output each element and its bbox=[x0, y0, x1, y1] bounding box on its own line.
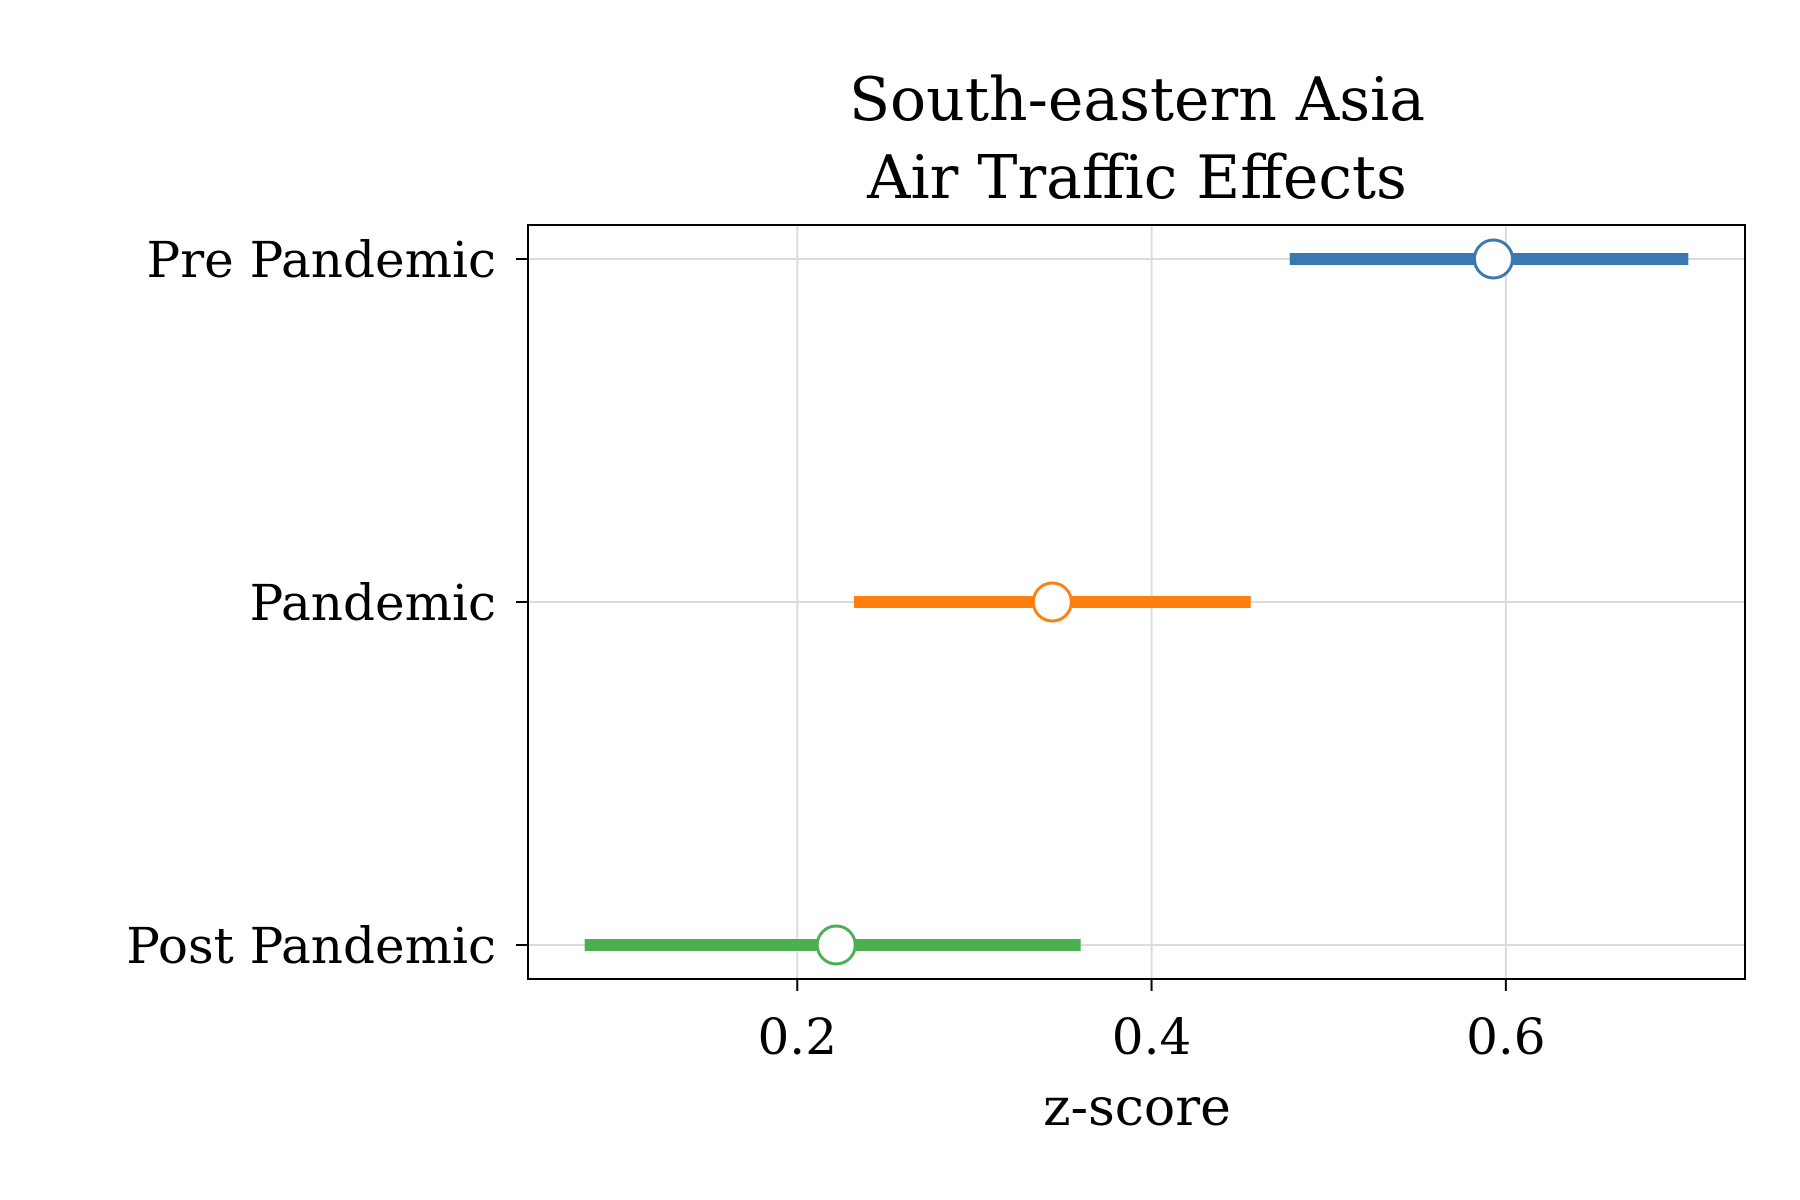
estimate-marker bbox=[1031, 581, 1073, 623]
y-axis-ticks: Pre Pandemic Pandemic Post Pandemic bbox=[126, 231, 528, 975]
chart-title-line-1: South-eastern Asia bbox=[849, 65, 1425, 135]
estimate-marker bbox=[1472, 238, 1514, 280]
estimate-markers bbox=[815, 238, 1514, 966]
y-tick-label: Post Pandemic bbox=[126, 917, 496, 975]
x-axis-label: z-score bbox=[1043, 1078, 1231, 1138]
y-tick-label: Pre Pandemic bbox=[147, 231, 496, 289]
x-tick-label: 0.6 bbox=[1466, 1008, 1546, 1066]
x-tick-label: 0.4 bbox=[1112, 1008, 1192, 1066]
x-tick-label: 0.2 bbox=[757, 1008, 837, 1066]
x-axis-ticks: 0.2 0.4 0.6 bbox=[757, 979, 1546, 1066]
chart-title-line-2: Air Traffic Effects bbox=[866, 143, 1407, 213]
y-tick-label: Pandemic bbox=[250, 574, 496, 632]
estimate-marker bbox=[815, 924, 857, 966]
